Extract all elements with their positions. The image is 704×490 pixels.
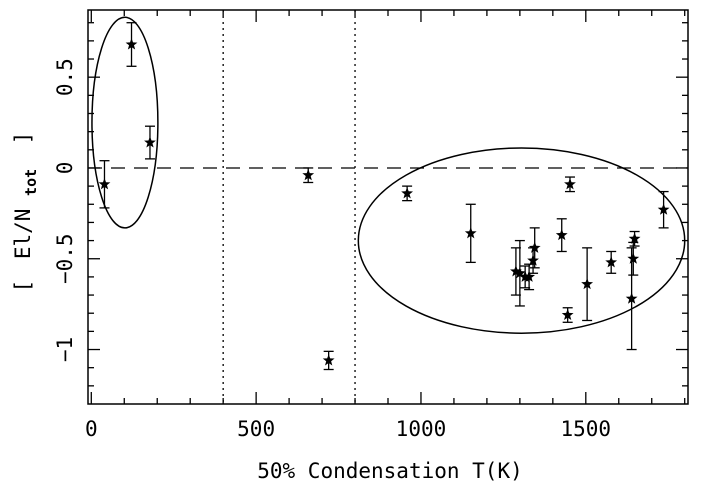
x-tick-label: 1500 xyxy=(561,417,612,441)
x-tick-label: 500 xyxy=(237,417,275,441)
x-tick-label: 1000 xyxy=(396,417,447,441)
x-axis-title: 50% Condensation T(K) xyxy=(257,459,523,483)
y-axis-title-subscript: tot xyxy=(22,169,40,196)
y-tick-label: −0.5 xyxy=(53,233,77,284)
data-point-star xyxy=(513,267,526,279)
data-point-star xyxy=(564,178,576,190)
tick-labels: 0 500 1000 1500 −1 −0.5 0 0.5 xyxy=(53,58,611,441)
x-tick-label: 0 xyxy=(85,417,98,441)
data-point-star xyxy=(627,252,640,264)
y-tick-label: −1 xyxy=(53,337,77,362)
group-ellipse-1 xyxy=(91,16,159,229)
axes xyxy=(87,9,689,405)
tick-marks xyxy=(88,10,688,404)
y-axis-title-main: El/N xyxy=(11,209,35,260)
data-point-star xyxy=(555,228,568,241)
plot-frame xyxy=(87,9,689,405)
data-point-star xyxy=(527,254,539,266)
data-point-star xyxy=(657,203,670,215)
y-axis-title-open-bracket: [ xyxy=(11,280,35,293)
data-point-star xyxy=(510,265,522,277)
data-point-star xyxy=(98,178,111,190)
y-axis-title: [ El/N tot ] xyxy=(11,132,41,293)
data-point-star xyxy=(125,38,138,50)
grouping-ellipses xyxy=(91,16,686,334)
data-point-star xyxy=(302,169,315,181)
data-point-star xyxy=(561,308,574,321)
data-point-star xyxy=(628,232,641,244)
data-point-star xyxy=(144,136,156,148)
y-tick-label: 0.5 xyxy=(53,58,77,96)
data-point-star xyxy=(581,277,594,290)
data-point-star xyxy=(605,256,618,268)
data-point-star xyxy=(528,241,541,253)
y-tick-label: 0 xyxy=(53,162,77,175)
data-point-star xyxy=(322,354,335,366)
data-point-star xyxy=(464,227,477,239)
y-axis-title-close-bracket: ] xyxy=(11,132,35,145)
reference-lines xyxy=(88,10,688,404)
data-point-star xyxy=(625,292,638,304)
data-points xyxy=(98,22,670,371)
data-point-star xyxy=(523,270,535,282)
data-point-star xyxy=(401,187,414,199)
